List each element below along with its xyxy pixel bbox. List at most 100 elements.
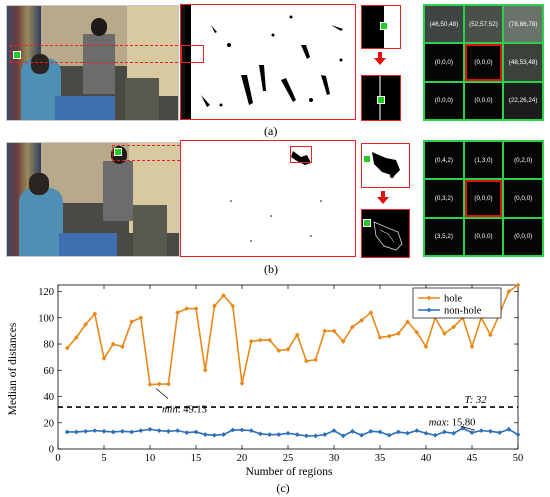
min-pointer (155, 388, 169, 399)
x-tick-label: 40 (421, 453, 432, 464)
data-point-hole (386, 333, 392, 339)
caption-b: (b) (264, 262, 278, 276)
data-point-hole (138, 315, 144, 321)
grid-a-cell: (78,86,78) (504, 6, 542, 43)
max-pointer (460, 425, 475, 431)
data-point-non-hole (258, 431, 263, 437)
zoom-b-bottom-edges (373, 221, 403, 251)
grid-a-cell: (46,50,48) (425, 6, 463, 43)
data-point-non-hole (331, 428, 337, 434)
data-point-hole (304, 358, 309, 364)
marker-a-photo (13, 51, 21, 59)
x-tick-label: 20 (237, 453, 248, 464)
data-point-non-hole (193, 429, 199, 435)
grid-a-cell: (0,0,0) (425, 82, 463, 119)
data-point-non-hole (239, 427, 245, 433)
data-point-non-hole (156, 428, 162, 434)
data-point-non-hole (248, 428, 254, 434)
mask-b-strokes (230, 151, 322, 242)
data-point-hole (129, 319, 134, 325)
legend-box (412, 287, 502, 319)
data-point-hole (248, 339, 254, 344)
data-point-non-hole (442, 429, 447, 435)
data-point-non-hole (515, 432, 521, 437)
y-tick-label: 0 (49, 445, 54, 456)
data-point-hole (313, 357, 318, 363)
marker-a-zoom-bottom (377, 96, 385, 104)
data-point-hole (451, 324, 456, 330)
person-left (19, 188, 63, 256)
data-point-non-hole (184, 430, 190, 435)
arrow-b-stem (381, 191, 385, 197)
head-standing (91, 18, 107, 36)
person-right (133, 205, 167, 256)
data-point-non-hole (64, 429, 70, 435)
data-point-non-hole (488, 428, 493, 434)
arrow-b-icon (377, 197, 389, 204)
marker-a-zoom-top (380, 22, 388, 30)
data-point-non-hole (396, 429, 401, 435)
data-point-non-hole (313, 433, 318, 439)
data-point-non-hole (276, 432, 282, 437)
data-point-non-hole (340, 433, 346, 439)
grid-b-cell: (0,0,0) (464, 218, 503, 255)
x-tick-label: 15 (191, 453, 202, 464)
min-label: min: 49.13 (162, 405, 207, 416)
data-point-hole (74, 335, 79, 340)
legend-marker-hole (426, 295, 432, 301)
data-point-non-hole (359, 432, 364, 438)
mask-b (181, 141, 355, 256)
data-point-non-hole (350, 428, 355, 434)
data-point-hole (285, 346, 291, 352)
x-tick-label: 30 (329, 453, 340, 464)
photo-a (6, 5, 179, 121)
grid-b-cell: (3,5,2) (425, 218, 463, 255)
data-point-hole (488, 332, 493, 338)
arrow-a-icon (374, 58, 386, 65)
grid-b-cell: (1,3,0) (464, 142, 503, 179)
mask-a-frame (180, 4, 356, 120)
y-tick-label: 120 (38, 287, 54, 298)
grid-a-cell: (0,0,0) (464, 82, 503, 119)
table (55, 96, 115, 120)
grid-b-cell: (0,0,0) (504, 218, 542, 255)
data-point-non-hole (304, 433, 309, 439)
data-point-hole (92, 311, 98, 317)
grid-b-cell: (0,3,2) (425, 180, 463, 217)
grid-b-cell: (0,2,0) (504, 142, 542, 179)
data-point-hole (156, 381, 162, 387)
data-point-non-hole (405, 430, 410, 436)
data-point-hole (405, 319, 410, 325)
max-label: max: 15.80 (429, 417, 476, 428)
x-tick-label: 10 (145, 453, 156, 464)
data-point-non-hole (478, 428, 484, 434)
zoom-a-bottom (361, 75, 401, 121)
legend-marker-non-hole (426, 307, 432, 313)
data-point-hole (184, 306, 190, 312)
data-point-non-hole (175, 428, 180, 434)
data-point-hole (350, 324, 355, 330)
x-tick-label: 35 (375, 453, 386, 464)
data-point-non-hole (74, 429, 79, 435)
data-point-hole (294, 332, 300, 338)
x-tick-label: 45 (467, 453, 478, 464)
data-point-hole (221, 293, 226, 298)
data-point-hole (239, 381, 245, 386)
data-point-non-hole (506, 426, 512, 432)
data-point-hole (202, 367, 208, 373)
grid-b-cell: (0,0,0) (504, 180, 542, 217)
grid-b-center-cell: (0,0,0) (464, 180, 503, 217)
photo-b (6, 142, 180, 257)
zoom-b-top (361, 143, 410, 188)
data-point-non-hole (202, 432, 208, 437)
marker-b-photo (114, 148, 122, 156)
data-point-hole (110, 341, 116, 347)
data-point-non-hole (423, 430, 429, 436)
grid-a-cell: (22,26,24) (504, 82, 542, 119)
data-point-non-hole (294, 432, 300, 437)
data-point-non-hole (129, 429, 134, 435)
data-point-non-hole (110, 429, 116, 435)
data-point-hole (469, 344, 475, 350)
x-tick-label: 0 (55, 453, 60, 464)
legend-label-non-hole: non-hole (444, 306, 482, 317)
